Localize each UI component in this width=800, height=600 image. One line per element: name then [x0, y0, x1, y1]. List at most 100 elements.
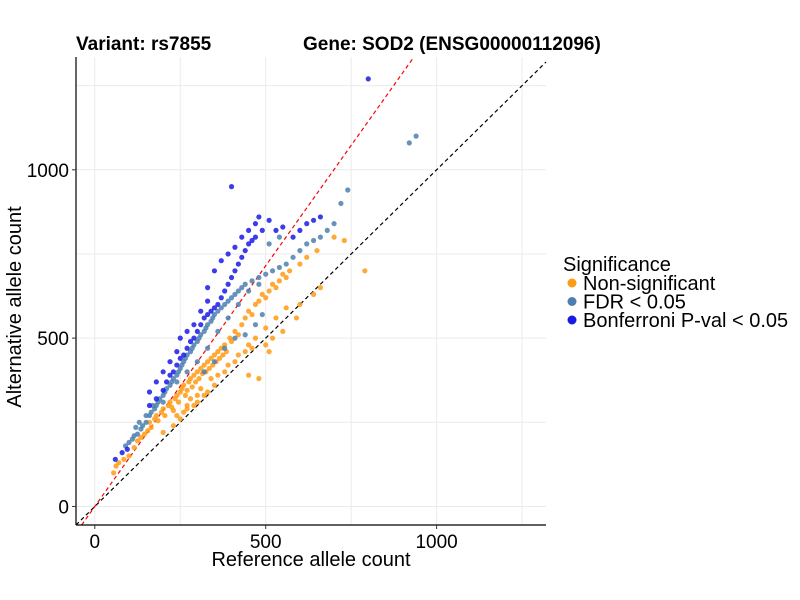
data-point-series-0 — [314, 247, 320, 254]
data-point-series-0 — [266, 288, 272, 294]
data-point-series-1 — [345, 187, 351, 193]
data-point-series-0 — [269, 281, 276, 287]
data-point-series-2 — [365, 76, 371, 82]
data-point-series-1 — [266, 241, 272, 247]
data-point-series-0 — [201, 392, 207, 398]
data-point-series-1 — [218, 305, 224, 311]
data-point-series-0 — [116, 460, 122, 466]
data-point-series-0 — [201, 362, 207, 368]
data-point-series-0 — [283, 274, 289, 281]
data-point-series-2 — [225, 251, 231, 257]
data-point-series-0 — [297, 301, 303, 308]
data-point-series-1 — [324, 227, 330, 233]
data-point-series-0 — [287, 268, 293, 274]
x-tick-label: 0 — [90, 532, 101, 553]
data-point-series-0 — [187, 375, 194, 382]
gridlines — [76, 57, 546, 525]
data-point-series-2 — [146, 389, 153, 395]
data-point-series-1 — [198, 332, 204, 338]
data-point-series-1 — [232, 335, 238, 341]
data-point-series-1 — [249, 278, 255, 284]
chart-title-variant: Variant: rs7855 — [76, 34, 212, 55]
data-point-series-0 — [249, 345, 255, 351]
data-point-series-0 — [196, 375, 202, 382]
data-point-series-1 — [140, 423, 146, 429]
data-point-series-0 — [263, 342, 269, 348]
data-point-series-0 — [206, 365, 212, 372]
data-point-series-2 — [160, 387, 166, 393]
data-point-series-2 — [119, 450, 125, 456]
data-point-series-1 — [134, 431, 141, 437]
data-point-series-0 — [256, 298, 262, 304]
data-point-series-0 — [198, 386, 204, 392]
data-point-series-1 — [259, 311, 265, 318]
data-point-series-0 — [331, 234, 337, 240]
data-point-series-1 — [406, 140, 412, 146]
data-point-series-2 — [153, 379, 159, 385]
data-point-series-1 — [304, 241, 310, 247]
data-point-series-1 — [215, 308, 221, 314]
data-point-series-1 — [143, 419, 149, 425]
data-point-series-1 — [246, 288, 252, 294]
data-point-series-1 — [170, 375, 177, 382]
data-point-series-1 — [310, 237, 317, 244]
data-point-series-1 — [225, 298, 231, 304]
reference-line-fitted — [81, 56, 415, 526]
data-point-series-0 — [177, 416, 183, 422]
x-tick-label: 500 — [250, 532, 282, 553]
data-points — [111, 76, 419, 476]
data-point-series-1 — [242, 332, 248, 338]
data-point-series-2 — [205, 285, 211, 291]
data-point-series-1 — [290, 254, 296, 260]
data-point-series-2 — [252, 234, 259, 240]
data-point-series-0 — [273, 315, 279, 321]
data-point-series-2 — [242, 247, 248, 254]
data-point-series-1 — [205, 322, 211, 328]
data-point-series-1 — [276, 264, 282, 271]
data-point-series-1 — [317, 234, 323, 240]
data-point-series-0 — [215, 349, 221, 355]
data-point-series-1 — [222, 345, 228, 351]
data-point-series-1 — [263, 271, 269, 277]
data-point-series-2 — [198, 308, 204, 314]
data-point-series-2 — [297, 227, 303, 233]
data-point-series-0 — [208, 355, 214, 361]
data-point-series-2 — [273, 227, 279, 233]
data-point-series-1 — [215, 328, 221, 335]
data-point-series-2 — [266, 217, 272, 223]
data-point-series-2 — [232, 244, 238, 250]
data-point-series-2 — [181, 352, 187, 358]
data-point-series-1 — [184, 369, 190, 375]
data-point-series-0 — [228, 338, 235, 345]
data-point-series-2 — [259, 227, 265, 233]
data-point-series-2 — [235, 261, 241, 267]
axes — [75, 57, 546, 526]
data-point-series-0 — [184, 387, 190, 393]
data-point-series-0 — [141, 431, 147, 437]
data-point-series-2 — [211, 305, 218, 311]
data-point-series-2 — [205, 311, 211, 318]
data-point-series-0 — [126, 453, 132, 459]
data-point-series-0 — [194, 369, 200, 375]
legend-label: Non-significant — [583, 273, 716, 295]
data-point-series-0 — [280, 271, 286, 277]
data-point-series-1 — [413, 133, 419, 139]
data-point-series-1 — [191, 342, 197, 348]
data-point-series-0 — [194, 399, 200, 405]
data-point-series-1 — [225, 315, 231, 321]
data-point-series-2 — [222, 288, 228, 294]
y-tick-label: 500 — [37, 329, 69, 350]
data-point-series-0 — [131, 444, 137, 451]
data-point-series-2 — [184, 345, 190, 351]
data-point-series-0 — [189, 384, 195, 390]
data-point-series-0 — [259, 291, 265, 297]
y-tick-label: 1000 — [27, 161, 69, 182]
data-point-series-2 — [239, 234, 245, 240]
data-point-series-2 — [208, 308, 214, 314]
data-point-series-2 — [177, 335, 183, 341]
data-point-series-1 — [174, 379, 180, 385]
data-point-series-0 — [208, 375, 214, 382]
data-point-series-1 — [331, 221, 337, 227]
data-point-series-1 — [269, 268, 276, 274]
data-point-series-1 — [338, 200, 344, 207]
